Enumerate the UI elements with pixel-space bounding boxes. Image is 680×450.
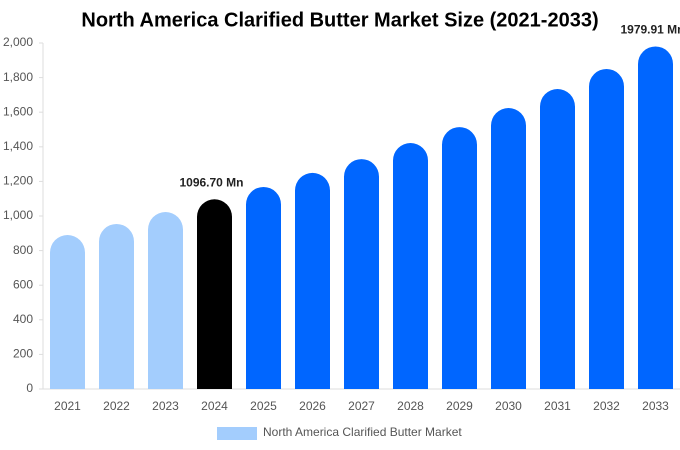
value-label: 1979.91 Mn [620,23,680,37]
y-tick-label: 600 [13,277,33,291]
y-tick-label: 1,000 [3,208,33,222]
bar [50,235,85,389]
x-tick-label: 2024 [201,399,228,413]
y-tick-label: 400 [13,312,33,326]
x-tick-label: 2028 [397,399,424,413]
x-tick-label: 2022 [103,399,130,413]
legend-swatch [217,427,257,440]
x-tick-label: 2021 [54,399,81,413]
x-tick-label: 2033 [642,399,669,413]
bar [393,142,428,389]
bar [442,127,477,390]
bar [344,159,379,389]
y-tick-label: 2,000 [3,35,33,49]
y-tick-label: 800 [13,243,33,257]
y-tick-label: 0 [26,381,33,395]
x-tick-label: 2029 [446,399,473,413]
x-tick-label: 2027 [348,399,375,413]
x-tick-label: 2023 [152,399,179,413]
bar [99,223,134,389]
bar [197,199,232,389]
chart-title: North America Clarified Butter Market Si… [81,9,598,31]
y-tick-label: 1,600 [3,104,33,118]
y-tick-label: 1,800 [3,70,33,84]
bar [589,68,624,389]
x-tick-label: 2026 [299,399,326,413]
y-tick-label: 1,400 [3,139,33,153]
y-tick-label: 200 [13,347,33,361]
bar [148,212,183,389]
y-tick-label: 1,200 [3,174,33,188]
bar [540,89,575,389]
bar [295,172,330,389]
x-tick-label: 2031 [544,399,571,413]
x-tick-label: 2030 [495,399,522,413]
bar [491,108,526,389]
value-label: 1096.70 Mn [179,175,243,189]
legend-label: North America Clarified Butter Market [263,425,462,439]
x-tick-label: 2032 [593,399,620,413]
bar [638,46,673,389]
x-tick-label: 2025 [250,399,277,413]
bar [246,186,281,389]
